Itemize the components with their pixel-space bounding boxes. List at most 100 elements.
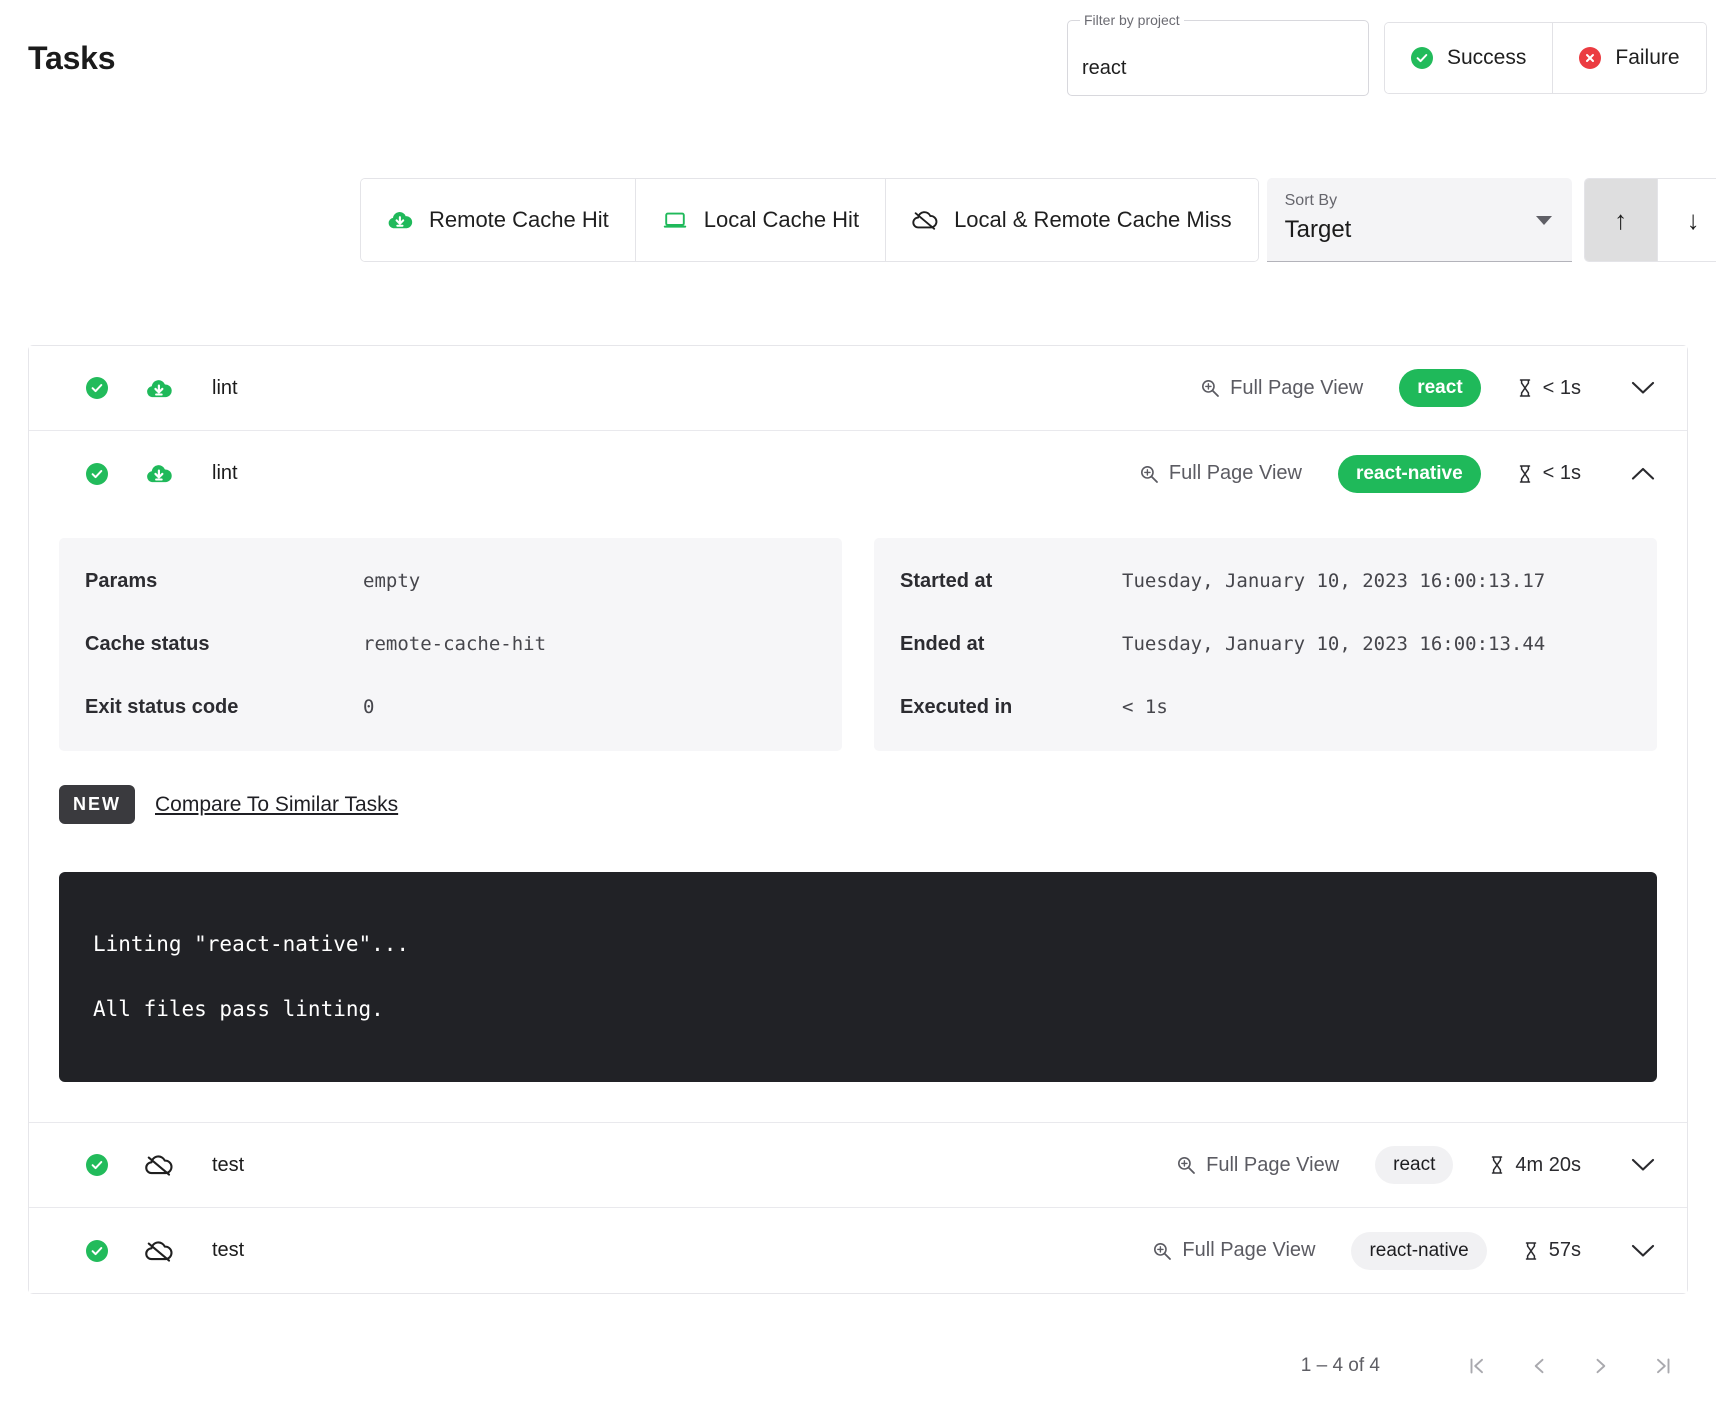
detail-params-key: Params [85,570,158,592]
task-duration: < 1s [1517,462,1581,485]
last-page-icon[interactable] [1632,1338,1694,1394]
zoom-in-search-icon [1200,378,1220,398]
full-page-view-link[interactable]: Full Page View [1200,377,1363,400]
chevron-up-icon[interactable] [1623,467,1663,481]
status-filter-group: Success Failure [1384,22,1707,94]
detail-cache-status: Cache status remote-cache-hit [85,633,816,656]
task-status-success-icon [86,462,108,485]
full-page-view-link[interactable]: Full Page View [1152,1239,1315,1262]
table-row[interactable]: lint Full Page View react < 1s [29,346,1687,431]
detail-params-value: empty [363,570,421,592]
local-cache-hit-button[interactable]: Local Cache Hit [634,179,886,261]
task-detail-panel: Params empty Cache status remote-cache-h… [29,516,1687,1123]
failure-filter-label: Failure [1615,46,1680,69]
task-row-right: Full Page View react 4m 20s [1176,1123,1663,1207]
task-duration-label: 57s [1548,1239,1581,1261]
full-page-view-label: Full Page View [1206,1153,1340,1176]
terminal-line: All files pass linting. [93,997,384,1021]
page-header: Tasks Filter by project react Success Fa… [0,0,1716,104]
table-row[interactable]: test Full Page View react-native 57s [29,1208,1687,1293]
hourglass-icon [1517,378,1533,398]
zoom-in-search-icon [1139,464,1159,484]
filter-by-project-field[interactable]: Filter by project react [1067,12,1369,96]
table-row[interactable]: test Full Page View react 4m 20s [29,1123,1687,1208]
detail-cache-status-value: remote-cache-hit [363,633,547,655]
full-page-view-link[interactable]: Full Page View [1139,462,1302,485]
detail-executed-in-key: Executed in [900,696,1013,718]
project-badge[interactable]: react-native [1337,454,1481,493]
project-badge[interactable]: react [1375,1146,1454,1184]
task-status-success-icon [86,1239,108,1262]
laptop-icon [662,209,688,231]
next-page-icon[interactable] [1570,1338,1632,1394]
sort-by-label: Sort By [1284,192,1338,209]
prev-page-icon[interactable] [1508,1338,1570,1394]
cloud-off-icon [912,209,938,231]
task-row-left: test [29,1239,244,1263]
sort-ascending-button[interactable]: ↑ [1584,179,1657,261]
task-duration-label: < 1s [1542,376,1581,399]
table-row[interactable]: lint Full Page View react-native < 1s [29,431,1687,516]
pagination-range: 1 – 4 of 4 [1300,1355,1380,1376]
chevron-down-icon[interactable] [1535,216,1552,225]
task-detail-right: Started at Tuesday, January 10, 2023 16:… [874,538,1657,751]
terminal-line: Linting "react-native"... [93,932,410,956]
task-name: lint [212,376,238,399]
task-duration: < 1s [1517,377,1581,400]
sort-by-select[interactable]: Sort By Target [1266,178,1572,262]
remote-cache-hit-button[interactable]: Remote Cache Hit [361,179,635,261]
task-name: test [212,1239,245,1261]
full-page-view-link[interactable]: Full Page View [1176,1154,1339,1177]
remote-cache-hit-label: Remote Cache Hit [429,207,609,232]
task-duration: 57s [1523,1239,1581,1262]
full-page-view-label: Full Page View [1168,462,1302,484]
detail-executed-in-value: < 1s [1122,696,1168,718]
chevron-down-icon[interactable] [1623,381,1663,395]
filter-toolbar: Remote Cache Hit Local Cache Hit [360,178,1716,262]
task-status-success-icon [86,1154,108,1176]
first-page-icon[interactable] [1446,1338,1508,1394]
cloud-download-icon [144,462,174,485]
detail-exit-status-value: 0 [363,696,375,718]
task-duration: 4m 20s [1489,1154,1581,1177]
chevron-down-icon[interactable] [1623,1158,1663,1172]
chevron-down-icon[interactable] [1623,1244,1663,1258]
zoom-in-search-icon [1176,1155,1196,1175]
detail-exit-status: Exit status code 0 [85,696,816,719]
detail-cache-status-key: Cache status [85,633,210,655]
project-badge[interactable]: react [1399,369,1481,407]
task-row-right: Full Page View react-native < 1s [1139,431,1663,516]
task-row-right: Full Page View react-native 57s [1152,1208,1663,1293]
new-badge: NEW [59,785,135,824]
compare-to-similar-tasks-link[interactable]: Compare To Similar Tasks [155,792,399,816]
zoom-in-search-icon [1152,1241,1172,1261]
task-row-left: test [29,1153,244,1177]
hourglass-icon [1523,1241,1539,1261]
detail-params: Params empty [85,570,816,593]
filter-by-project-value: react [1082,57,1127,79]
task-row-left: lint [29,377,238,400]
detail-exit-status-key: Exit status code [85,696,239,718]
task-row-right: Full Page View react < 1s [1200,346,1663,430]
x-circle-icon [1579,47,1602,69]
task-row-left: lint [29,462,238,485]
task-duration-label: < 1s [1542,462,1581,484]
detail-ended-at: Ended at Tuesday, January 10, 2023 16:00… [900,633,1631,656]
project-badge[interactable]: react-native [1351,1231,1487,1270]
detail-started-at: Started at Tuesday, January 10, 2023 16:… [900,570,1631,593]
cloud-download-icon [387,209,413,231]
task-detail-left: Params empty Cache status remote-cache-h… [59,538,842,751]
sort-descending-button[interactable]: ↓ [1656,179,1716,261]
success-filter-button[interactable]: Success [1385,23,1553,93]
failure-filter-button[interactable]: Failure [1552,23,1706,93]
task-detail-grid: Params empty Cache status remote-cache-h… [59,538,1657,751]
full-page-view-label: Full Page View [1182,1239,1316,1261]
detail-started-at-value: Tuesday, January 10, 2023 16:00:13.17 [1122,570,1546,592]
sort-by-value: Target [1284,216,1352,243]
cache-filter-group: Remote Cache Hit Local Cache Hit [360,178,1259,262]
detail-started-at-key: Started at [900,570,993,592]
local-remote-cache-miss-button[interactable]: Local & Remote Cache Miss [885,179,1258,261]
task-duration-label: 4m 20s [1515,1153,1581,1176]
cloud-off-icon [144,1153,174,1177]
